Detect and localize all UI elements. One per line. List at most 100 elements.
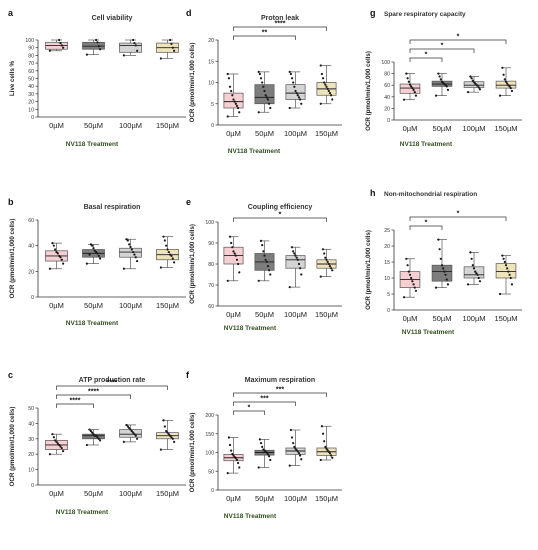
data-point xyxy=(269,273,272,276)
y-tick-label: 60 xyxy=(28,218,34,224)
data-point xyxy=(466,91,470,94)
data-point xyxy=(444,273,447,276)
data-point xyxy=(321,77,325,80)
data-point xyxy=(237,106,240,110)
data-point xyxy=(99,48,102,51)
data-point xyxy=(238,111,241,114)
data-point xyxy=(169,38,172,42)
data-point xyxy=(472,81,476,84)
y-tick-label: 40 xyxy=(28,84,34,90)
data-point xyxy=(231,452,234,456)
data-point xyxy=(55,250,58,254)
y-tick-label: 5 xyxy=(387,292,390,298)
data-point xyxy=(437,238,440,241)
y-tick-label: 50 xyxy=(28,77,34,83)
data-point xyxy=(89,430,92,433)
significance-label: *** xyxy=(276,387,284,394)
y-tick-label: 10 xyxy=(208,81,214,87)
significance-label: **** xyxy=(70,398,81,405)
data-point xyxy=(263,89,266,93)
data-point xyxy=(292,81,295,84)
data-point xyxy=(230,449,233,452)
significance-bracket: **** xyxy=(56,389,131,399)
chart-title: Maximum respiration xyxy=(245,377,315,384)
data-point xyxy=(129,428,132,431)
data-point xyxy=(257,466,260,469)
data-point xyxy=(159,57,162,60)
data-point xyxy=(166,431,169,434)
data-point xyxy=(232,98,235,101)
box-iqr xyxy=(495,263,517,279)
y-tick-label: 70 xyxy=(208,283,214,289)
data-point xyxy=(288,464,291,467)
y-tick-label: 200 xyxy=(205,413,214,419)
x-tick-label: 150µM xyxy=(494,124,517,133)
significance-bracket: * xyxy=(233,212,327,222)
data-point xyxy=(58,38,61,42)
data-point xyxy=(466,283,470,286)
data-point xyxy=(269,458,272,462)
data-point xyxy=(173,440,176,443)
data-point xyxy=(293,252,296,255)
data-point xyxy=(173,261,176,264)
y-tick-label: 60 xyxy=(384,83,390,89)
bracket-line xyxy=(409,216,507,221)
data-point xyxy=(235,258,239,261)
significance-bracket: **** xyxy=(233,21,327,31)
data-point xyxy=(99,257,102,260)
data-point xyxy=(129,245,132,249)
data-point xyxy=(471,79,474,82)
data-point xyxy=(402,98,406,101)
data-point xyxy=(295,92,298,95)
data-point xyxy=(288,70,291,73)
data-point xyxy=(56,442,59,445)
data-point xyxy=(230,241,233,245)
y-tick-label: 0 xyxy=(31,295,34,301)
data-point xyxy=(136,259,139,263)
data-point xyxy=(134,434,137,437)
data-point xyxy=(227,436,230,439)
data-point xyxy=(62,262,65,265)
data-point xyxy=(93,249,96,252)
data-point xyxy=(438,75,441,78)
significance-label: **** xyxy=(107,380,118,387)
y-axis-label: OCR (pmol/min/1,000 cells) xyxy=(9,407,16,487)
data-point xyxy=(132,38,135,42)
data-point xyxy=(258,72,261,76)
data-point xyxy=(133,41,136,45)
data-point xyxy=(508,273,511,276)
data-point xyxy=(408,273,412,276)
data-point xyxy=(328,92,332,95)
data-point xyxy=(231,246,234,249)
y-tick-label: 80 xyxy=(208,262,214,268)
significance-label: * xyxy=(457,34,460,41)
data-point xyxy=(510,89,514,93)
data-point xyxy=(478,280,482,283)
chart-title: Coupling efficiency xyxy=(248,204,313,211)
data-point xyxy=(299,98,302,101)
y-tick-label: 100 xyxy=(381,60,390,66)
significance-bracket: * xyxy=(409,52,443,62)
data-point xyxy=(294,447,297,450)
data-point xyxy=(122,54,125,57)
bracket-line xyxy=(56,403,94,408)
significance-bracket: * xyxy=(409,220,443,230)
data-point xyxy=(257,279,260,282)
data-point xyxy=(446,283,450,286)
y-tick-label: 50 xyxy=(208,469,214,475)
treatment-label: NV118 Treatment xyxy=(402,329,455,336)
y-tick-label: 25 xyxy=(384,228,390,234)
data-point xyxy=(97,437,100,440)
data-point xyxy=(509,276,512,280)
panel-letter: g xyxy=(370,8,376,18)
data-point xyxy=(232,454,235,457)
data-point xyxy=(294,254,297,257)
data-point xyxy=(262,85,265,88)
data-point xyxy=(413,286,416,289)
data-point xyxy=(502,73,505,76)
data-point xyxy=(326,260,329,263)
data-point xyxy=(323,81,326,84)
x-tick-label: 100µM xyxy=(284,310,307,319)
y-tick-label: 100 xyxy=(205,220,214,226)
data-point xyxy=(507,270,510,273)
